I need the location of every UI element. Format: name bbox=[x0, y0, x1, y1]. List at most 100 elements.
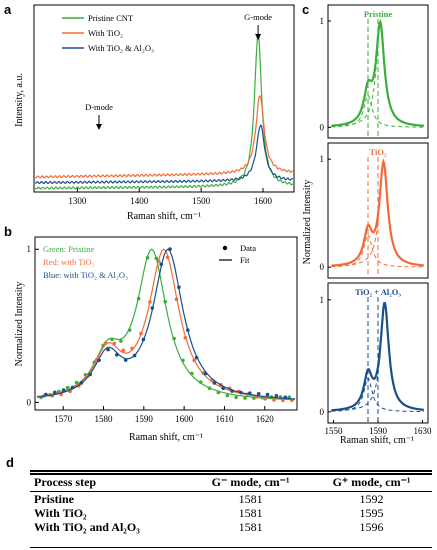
panel-b-data-point bbox=[181, 359, 185, 363]
panel-b-data-point bbox=[62, 388, 66, 392]
panel-c-xlabel: Raman shift, cm⁻¹ bbox=[340, 435, 414, 446]
panel-b-plot: Normalized Intensity Raman shift, cm⁻¹ 1… bbox=[14, 237, 297, 443]
table-row: Pristine 1581 1592 bbox=[30, 492, 432, 507]
panel-b-data-point bbox=[113, 342, 117, 346]
panel-c-subplot-title: TiO₂ bbox=[369, 147, 386, 157]
panel-b-data-point bbox=[226, 394, 230, 398]
table-header-process: Process step bbox=[30, 473, 190, 492]
panel-a-legend-label: With TiO₂ bbox=[88, 28, 123, 38]
panel-b-data-point bbox=[122, 349, 126, 353]
panel-b-data-point bbox=[166, 256, 170, 260]
panel-b-ytick-label: 0 bbox=[27, 397, 32, 407]
table-row: With TiO₂ and Al₂O₃ 1581 1596 bbox=[30, 520, 432, 534]
panel-c-ytick-label: 1 bbox=[320, 154, 325, 164]
panel-b-xtick-label: 1610 bbox=[215, 414, 234, 424]
panel-b-data-point bbox=[110, 338, 114, 342]
panel-b-data-point bbox=[243, 396, 247, 400]
panel-letter-a: a bbox=[4, 2, 12, 17]
panel-b-data-point bbox=[146, 256, 150, 260]
mode-table: Process step G⁻ mode, cm⁻¹ G⁺ mode, cm⁻¹… bbox=[30, 471, 432, 534]
panel-b-data-point bbox=[172, 337, 176, 341]
panel-b-legend-label: Blue: with TiO₂ & Al₂O₃ bbox=[43, 270, 128, 280]
table-cell-step: With TiO₂ and Al₂O₃ bbox=[30, 520, 190, 534]
panel-b-data-point bbox=[155, 257, 159, 261]
panel-a-annotation-arrowhead bbox=[96, 124, 102, 130]
panel-a-xtick-label: 1300 bbox=[68, 196, 87, 206]
panel-b-data-point bbox=[44, 393, 48, 397]
table-header-gminus: G⁻ mode, cm⁻¹ bbox=[190, 473, 311, 492]
table-cell-gminus: 1581 bbox=[190, 492, 311, 507]
panel-b-data-point bbox=[104, 341, 108, 345]
panel-b-data-point bbox=[248, 391, 252, 395]
panel-b-data-point bbox=[204, 372, 208, 376]
panel-b-data-point bbox=[106, 348, 110, 352]
panel-b-data-point bbox=[75, 381, 79, 385]
panel-b-data-point bbox=[281, 399, 285, 403]
panel-a-annotation-label: G-mode bbox=[244, 12, 272, 22]
panel-a-ylabel: Intensity, a.u. bbox=[14, 73, 25, 127]
panel-b-ytick-label: 1 bbox=[27, 244, 32, 254]
panel-b-data-point bbox=[159, 262, 163, 266]
panel-c-xtick-label: 1590 bbox=[369, 426, 388, 436]
panel-letter-d: d bbox=[6, 455, 14, 470]
panel-b-data-point bbox=[142, 338, 146, 342]
panel-b-data-point bbox=[263, 397, 267, 401]
panel-a-series-line bbox=[35, 33, 293, 189]
panel-a-annotation-arrowhead bbox=[255, 34, 261, 40]
panel-b-data-point bbox=[213, 381, 217, 385]
panel-b-data-point bbox=[217, 391, 221, 395]
panel-a-xtick-label: 1500 bbox=[192, 196, 211, 206]
panel-b-data-point bbox=[71, 386, 75, 390]
panel-letter-c: c bbox=[302, 2, 309, 17]
panel-b-xtick-label: 1580 bbox=[95, 414, 114, 424]
panel-b-data-point bbox=[239, 391, 243, 395]
panel-c-xtick-label: 1550 bbox=[325, 426, 344, 436]
panel-b-data-point bbox=[230, 389, 234, 393]
panel-b-ylabel: Normalized Intensity bbox=[14, 282, 25, 367]
panel-b-data-point bbox=[195, 356, 199, 360]
table-cell-gminus: 1581 bbox=[190, 506, 311, 520]
panel-b-data-point bbox=[53, 391, 57, 395]
panel-b-data-point bbox=[151, 306, 155, 310]
panel-c-ytick-label: 0 bbox=[320, 262, 325, 272]
panel-b-legend-data-marker bbox=[223, 246, 227, 250]
panel-a-xtick-label: 1600 bbox=[254, 196, 273, 206]
panel-b-data-point bbox=[199, 380, 203, 384]
panel-c-ytick-label: 1 bbox=[320, 295, 325, 305]
panel-a-plot: Intensity, a.u. Raman shift, cm⁻¹ 1300 14… bbox=[14, 5, 294, 222]
panel-b-legend-label: Red: with TiO₂ bbox=[43, 257, 95, 267]
table-cell-gplus: 1595 bbox=[311, 506, 432, 520]
panel-b-data-point bbox=[119, 339, 123, 343]
panel-c-plot: Normalized Intensity Raman shift, cm⁻¹ P… bbox=[302, 5, 432, 446]
table-row: With TiO₂ 1581 1595 bbox=[30, 506, 432, 520]
panel-b-data-point bbox=[137, 297, 141, 301]
panel-b-xlabel: Raman shift, cm⁻¹ bbox=[129, 432, 203, 443]
panel-b-data-point bbox=[272, 398, 276, 402]
panel-b-data-point bbox=[115, 353, 119, 357]
panel-b-data-point bbox=[128, 328, 132, 332]
panel-b-legend-label: Green: Pristine bbox=[43, 244, 94, 254]
panel-b-xtick-label: 1600 bbox=[175, 414, 194, 424]
panel-b-data-point bbox=[186, 328, 190, 332]
panel-c-subplot-title: TiO₂ + Al₂O₃ bbox=[355, 287, 401, 297]
panel-b-data-point bbox=[266, 393, 270, 397]
panel-c-ytick-label: 0 bbox=[320, 122, 325, 132]
panel-b-data-point bbox=[88, 373, 92, 377]
panel-b-data-point bbox=[234, 396, 238, 400]
table-cell-gplus: 1596 bbox=[311, 520, 432, 534]
panel-b-data-point bbox=[66, 386, 70, 390]
panel-b-data-point bbox=[284, 396, 288, 400]
panel-b-data-point bbox=[157, 259, 161, 263]
panel-b-data-point bbox=[80, 381, 84, 385]
panel-a-xtick-label: 1400 bbox=[130, 196, 149, 206]
panel-b-data-point bbox=[130, 347, 134, 351]
panel-b-data-point bbox=[275, 394, 279, 398]
panel-a-legend-label: With TiO₂ & Al₂O₃ bbox=[88, 43, 154, 53]
panel-b-data-point bbox=[257, 392, 261, 396]
panel-a-legend-label: Pristine CNT bbox=[88, 13, 134, 23]
panel-b-data-point bbox=[175, 298, 179, 302]
panel-c-ytick-label: 0 bbox=[320, 407, 325, 417]
panel-c-ylabel: Normalized Intensity bbox=[302, 180, 313, 265]
figure-canvas: a b c Intensity, a.u. Raman shift, cm⁻¹ … bbox=[0, 0, 437, 455]
panel-b-data-point bbox=[124, 358, 128, 362]
